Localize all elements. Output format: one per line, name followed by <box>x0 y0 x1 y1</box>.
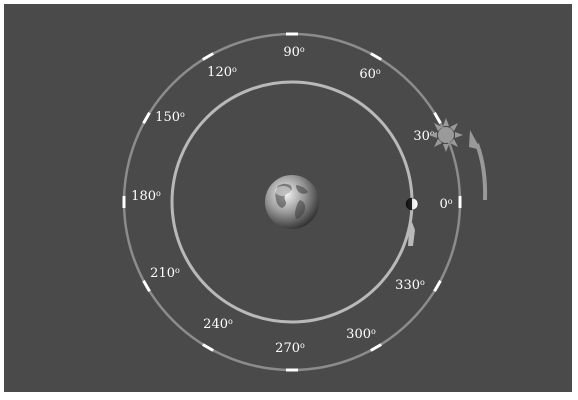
angle-label-210: 210o <box>150 266 180 281</box>
degree-symbol: o <box>371 327 376 336</box>
sun-motion-arrow <box>469 130 488 201</box>
angle-label-value: 180 <box>131 189 156 204</box>
earth <box>265 175 319 229</box>
degree-symbol: o <box>448 197 453 206</box>
angle-label-30: 30o <box>413 129 435 144</box>
tick-mark-240 <box>202 343 214 352</box>
diagram-frame <box>2 2 574 394</box>
tick-mark-330 <box>433 280 442 292</box>
degree-symbol: o <box>228 317 233 326</box>
angle-label-120: 120o <box>207 65 237 80</box>
sun-motion-arrow-head <box>469 130 481 150</box>
tick-mark-210 <box>142 280 151 292</box>
angle-label-150: 150o <box>155 110 185 125</box>
tick-mark-60 <box>370 52 382 61</box>
tick-mark-120 <box>202 52 214 61</box>
angle-label-value: 240 <box>203 317 228 332</box>
sun-icon <box>429 118 463 152</box>
degree-symbol: o <box>430 129 435 138</box>
degree-symbol: o <box>300 341 305 350</box>
angle-label-0: 0o <box>439 197 452 212</box>
angle-label-value: 330 <box>395 278 420 293</box>
degree-symbol: o <box>376 67 381 76</box>
degree-symbol: o <box>180 110 185 119</box>
tick-mark-300 <box>370 343 382 352</box>
degree-symbol: o <box>300 45 305 54</box>
tick-mark-30 <box>433 112 442 124</box>
degree-symbol: o <box>156 189 161 198</box>
degree-symbol: o <box>232 65 237 74</box>
angle-label-value: 210 <box>150 266 175 281</box>
angle-label-330: 330o <box>395 278 425 293</box>
angle-label-60: 60o <box>359 67 381 82</box>
moon-orbit-direction-arrow <box>408 222 415 246</box>
angle-label-240: 240o <box>203 317 233 332</box>
angle-label-value: 0 <box>439 197 447 212</box>
earth-globe <box>265 175 319 229</box>
degree-symbol: o <box>420 278 425 287</box>
angle-label-value: 270 <box>275 341 300 356</box>
angle-label-300: 300o <box>346 327 376 342</box>
angle-label-value: 150 <box>155 110 180 125</box>
angle-tick-marks <box>122 32 462 372</box>
earth-continents <box>275 183 308 219</box>
earth-highlight <box>275 186 291 196</box>
angle-label-270: 270o <box>275 341 305 356</box>
moon <box>405 197 419 211</box>
angle-label-value: 120 <box>207 65 232 80</box>
sun-disk <box>438 127 454 143</box>
angle-label-value: 90 <box>283 45 300 60</box>
angle-label-value: 300 <box>346 327 371 342</box>
tick-mark-150 <box>142 112 151 124</box>
angle-label-180: 180o <box>131 189 161 204</box>
degree-symbol: o <box>175 266 180 275</box>
angle-label-value: 60 <box>359 67 376 82</box>
angle-label-value: 30 <box>413 129 430 144</box>
angle-label-90: 90o <box>283 45 305 60</box>
angle-labels: 0o30o60o90o120o150o180o210o240o270o300o3… <box>131 45 453 356</box>
